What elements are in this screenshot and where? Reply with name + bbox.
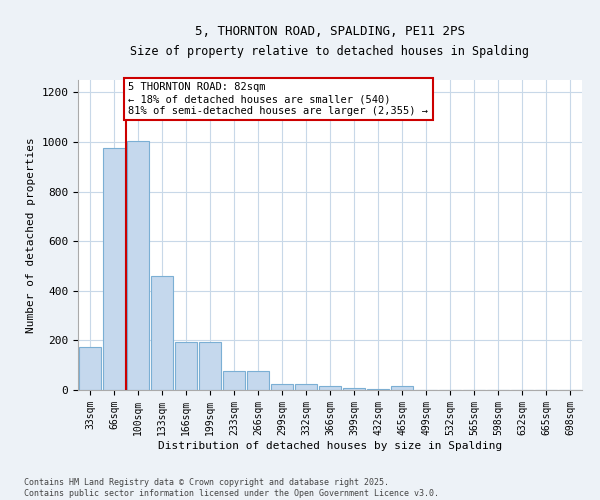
- Bar: [79, 346, 101, 390]
- Text: Size of property relative to detached houses in Spalding: Size of property relative to detached ho…: [131, 45, 530, 58]
- Bar: [319, 386, 341, 390]
- Text: Contains HM Land Registry data © Crown copyright and database right 2025.
Contai: Contains HM Land Registry data © Crown c…: [24, 478, 439, 498]
- Bar: [295, 384, 317, 390]
- Bar: [271, 384, 293, 390]
- Bar: [127, 141, 149, 390]
- Bar: [103, 148, 125, 390]
- Bar: [223, 372, 245, 390]
- Text: 5, THORNTON ROAD, SPALDING, PE11 2PS: 5, THORNTON ROAD, SPALDING, PE11 2PS: [195, 25, 465, 38]
- Bar: [391, 386, 413, 390]
- Bar: [151, 276, 173, 390]
- X-axis label: Distribution of detached houses by size in Spalding: Distribution of detached houses by size …: [158, 440, 502, 450]
- Bar: [367, 389, 389, 390]
- Y-axis label: Number of detached properties: Number of detached properties: [26, 137, 36, 333]
- Text: 5 THORNTON ROAD: 82sqm
← 18% of detached houses are smaller (540)
81% of semi-de: 5 THORNTON ROAD: 82sqm ← 18% of detached…: [128, 82, 428, 116]
- Bar: [343, 388, 365, 390]
- Bar: [199, 342, 221, 390]
- Bar: [175, 342, 197, 390]
- Bar: [247, 372, 269, 390]
